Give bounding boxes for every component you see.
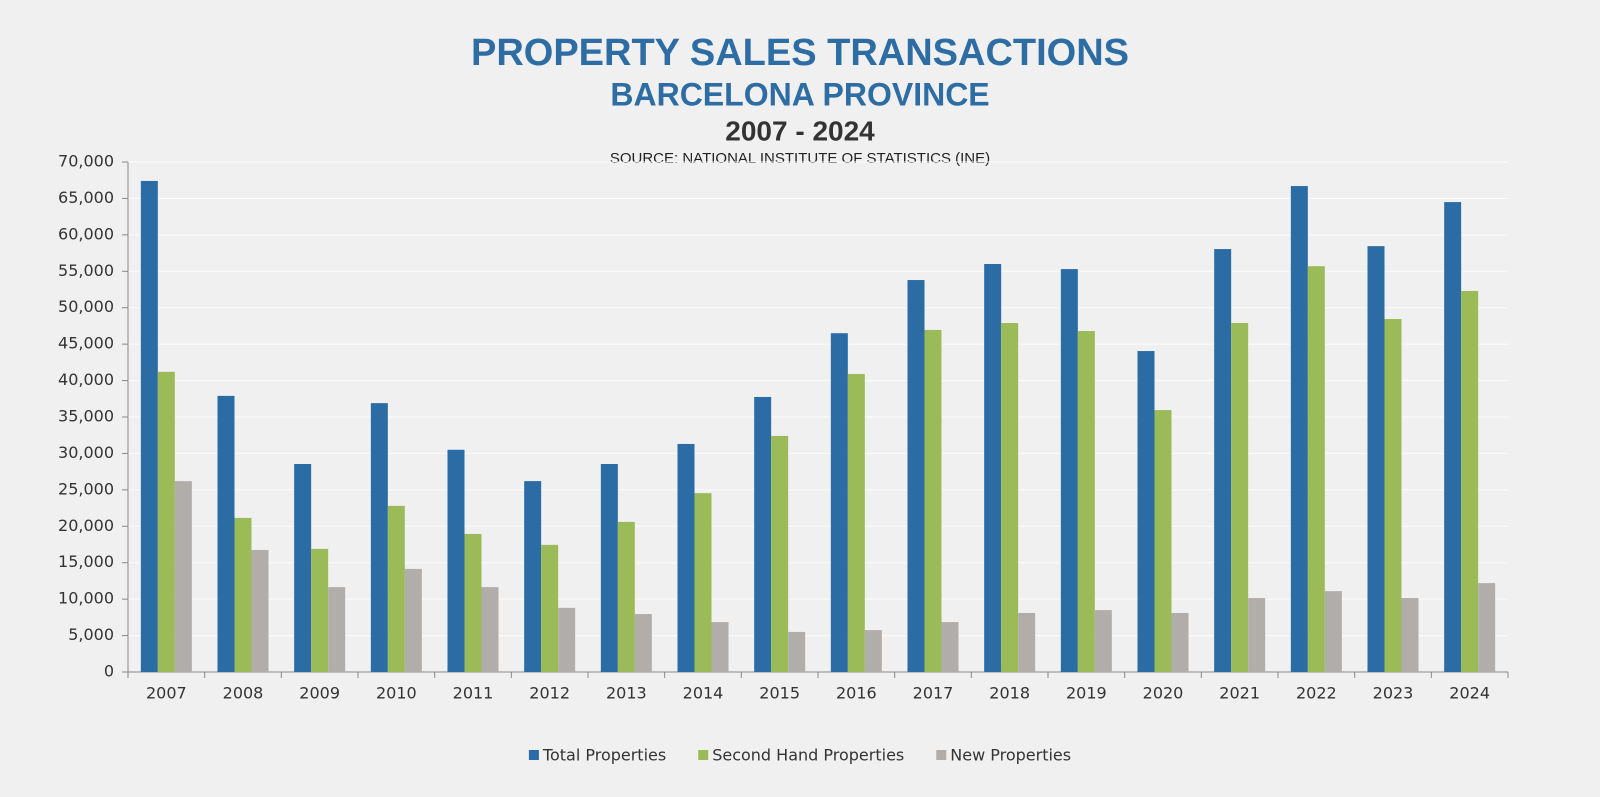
bar <box>1248 598 1266 672</box>
bar <box>1018 612 1036 672</box>
y-tick-label: 20,000 <box>58 516 114 535</box>
x-tick-label: 2013 <box>606 684 647 703</box>
bar <box>1478 583 1496 672</box>
bar <box>1324 591 1342 672</box>
chart-source: SOURCE: NATIONAL INSTITUTE OF STATISTICS… <box>610 150 990 167</box>
bar <box>847 374 865 672</box>
x-tick-label: 2019 <box>1066 684 1107 703</box>
bar <box>294 463 312 672</box>
bar <box>387 505 405 672</box>
y-tick-label: 10,000 <box>58 589 114 608</box>
legend-swatch <box>698 750 709 760</box>
chart-period: 2007 - 2024 <box>725 115 875 146</box>
bar <box>617 521 635 672</box>
bar <box>1231 323 1249 672</box>
legend-swatch <box>528 750 539 760</box>
bar <box>788 631 806 672</box>
bar <box>524 481 542 672</box>
legend-label: Second Hand Properties <box>712 746 904 765</box>
bar <box>677 443 695 672</box>
y-tick-label: 30,000 <box>58 443 114 462</box>
x-tick-label: 2011 <box>453 684 494 703</box>
y-tick-label: 35,000 <box>58 407 114 426</box>
bar <box>1060 269 1078 672</box>
x-tick-label: 2018 <box>989 684 1030 703</box>
bar <box>157 371 175 672</box>
bar <box>217 395 235 672</box>
bar <box>1137 351 1155 672</box>
bar <box>1171 612 1189 672</box>
bar <box>140 180 158 672</box>
x-tick-label: 2023 <box>1373 684 1414 703</box>
x-tick-label: 2022 <box>1296 684 1337 703</box>
bar <box>328 587 346 672</box>
bar <box>941 622 959 672</box>
bar <box>1214 249 1232 673</box>
bar <box>600 463 618 672</box>
bar <box>174 481 192 672</box>
bar <box>541 544 559 672</box>
y-tick-label: 65,000 <box>58 188 114 207</box>
bar <box>1290 186 1308 673</box>
bar <box>907 280 925 672</box>
y-tick-label: 55,000 <box>58 261 114 280</box>
bar <box>464 533 482 672</box>
bar <box>1307 266 1325 672</box>
bar <box>711 622 729 672</box>
chart-subtitle: BARCELONA PROVINCE <box>610 76 989 112</box>
y-tick-label: 70,000 <box>58 152 114 171</box>
y-tick-label: 45,000 <box>58 334 114 353</box>
bar <box>251 549 269 672</box>
bar <box>558 607 576 672</box>
bar <box>864 630 882 672</box>
x-tick-label: 2012 <box>529 684 570 703</box>
bar <box>754 396 772 672</box>
bar <box>404 568 422 672</box>
bar <box>634 614 652 672</box>
bar <box>370 403 388 672</box>
x-tick-label: 2020 <box>1143 684 1184 703</box>
bar <box>1461 290 1479 672</box>
x-tick-label: 2021 <box>1219 684 1260 703</box>
bar <box>234 517 252 672</box>
legend-swatch <box>936 750 947 760</box>
bar <box>924 329 942 672</box>
bar <box>1154 410 1172 672</box>
bar <box>1401 598 1419 672</box>
bar <box>1001 323 1019 672</box>
legend-label: New Properties <box>950 746 1071 765</box>
y-tick-label: 50,000 <box>58 297 114 316</box>
x-tick-label: 2009 <box>299 684 340 703</box>
x-tick-label: 2024 <box>1449 684 1490 703</box>
bar <box>311 548 329 672</box>
bar <box>771 435 789 672</box>
bar <box>1384 319 1402 672</box>
bar <box>1367 246 1385 672</box>
x-tick-label: 2010 <box>376 684 417 703</box>
bar <box>447 449 465 672</box>
y-tick-label: 25,000 <box>58 479 114 498</box>
x-tick-label: 2007 <box>146 684 187 703</box>
bar <box>1077 331 1095 672</box>
y-tick-label: 5,000 <box>68 625 114 644</box>
y-tick-label: 15,000 <box>58 552 114 571</box>
x-tick-label: 2014 <box>683 684 724 703</box>
x-tick-label: 2016 <box>836 684 877 703</box>
y-tick-label: 0 <box>104 662 114 681</box>
chart-title: PROPERTY SALES TRANSACTIONS <box>471 32 1129 74</box>
bar <box>984 264 1002 672</box>
x-tick-label: 2008 <box>223 684 264 703</box>
bar <box>830 333 848 672</box>
bar <box>1444 202 1462 673</box>
x-tick-label: 2017 <box>913 684 954 703</box>
x-tick-label: 2015 <box>759 684 800 703</box>
bar <box>481 587 499 672</box>
y-tick-label: 60,000 <box>58 224 114 243</box>
y-tick-label: 40,000 <box>58 370 114 389</box>
bar <box>1094 610 1112 672</box>
bar <box>694 493 712 672</box>
legend-label: Total Properties <box>542 746 666 765</box>
